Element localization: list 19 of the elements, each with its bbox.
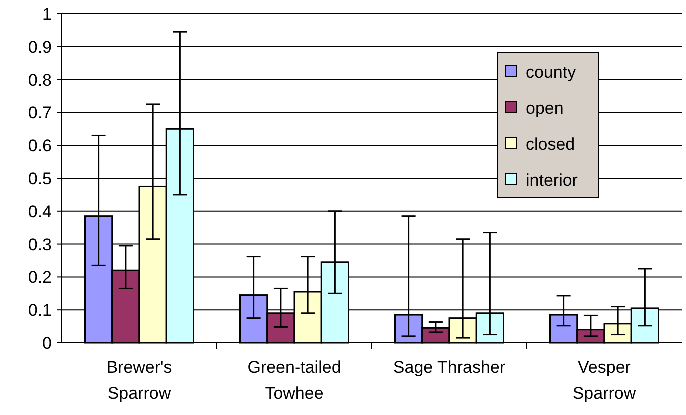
legend-label: closed (526, 134, 576, 154)
y-tick-label: 0.6 (28, 136, 52, 156)
y-tick-label: 1 (42, 4, 52, 24)
y-tick-label: 0.1 (28, 301, 52, 320)
x-tick-label: Sage Thrasher (393, 358, 506, 377)
x-tick-label: Vesper Sparrow (572, 358, 637, 403)
y-tick-label: 0.4 (28, 202, 52, 222)
y-tick-label: 0.3 (28, 235, 52, 254)
x-tick-label: Green-tailed Towhee (248, 358, 342, 403)
y-tick-label: 0.5 (28, 169, 52, 188)
legend-label: open (526, 98, 564, 118)
y-tick-label: 0.2 (28, 268, 52, 288)
x-tick-label: Brewer's Sparrow (106, 358, 172, 403)
legend-label: county (526, 62, 577, 82)
y-tick-label: 0.9 (28, 38, 52, 57)
y-tick-label: 0 (42, 334, 52, 353)
y-tick-label: 0.8 (28, 70, 52, 90)
legend-label: interior (526, 170, 578, 190)
y-tick-label: 0.7 (28, 104, 52, 123)
